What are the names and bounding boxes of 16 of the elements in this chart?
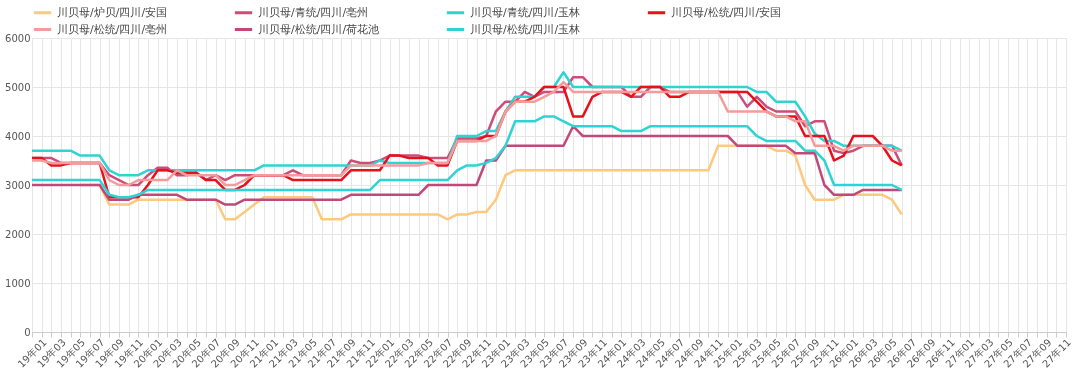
legend-label: 川贝母/松统/四川/安国 — [671, 5, 782, 19]
legend-label: 川贝母/松统/四川/荷花池 — [258, 22, 380, 36]
legend-label: 川贝母/炉贝/四川/安国 — [57, 5, 168, 19]
y-tick-label: 3000 — [5, 179, 31, 191]
y-tick-label: 2000 — [5, 228, 31, 240]
y-tick-label: 0 — [24, 326, 31, 338]
line-series — [30, 124, 903, 206]
legend-label: 川贝母/松统/四川/玉林 — [470, 22, 581, 36]
line-series — [30, 115, 903, 199]
legend-label: 川贝母/松统/四川/亳州 — [57, 22, 168, 36]
y-tick-label: 6000 — [5, 32, 31, 44]
legend-label: 川贝母/青统/四川/玉林 — [470, 5, 581, 19]
y-tick-label: 1000 — [5, 277, 31, 289]
y-tick-label: 4000 — [5, 130, 31, 142]
legend-label: 川贝母/青统/四川/亳州 — [258, 5, 369, 19]
y-tick-label: 5000 — [5, 81, 31, 93]
